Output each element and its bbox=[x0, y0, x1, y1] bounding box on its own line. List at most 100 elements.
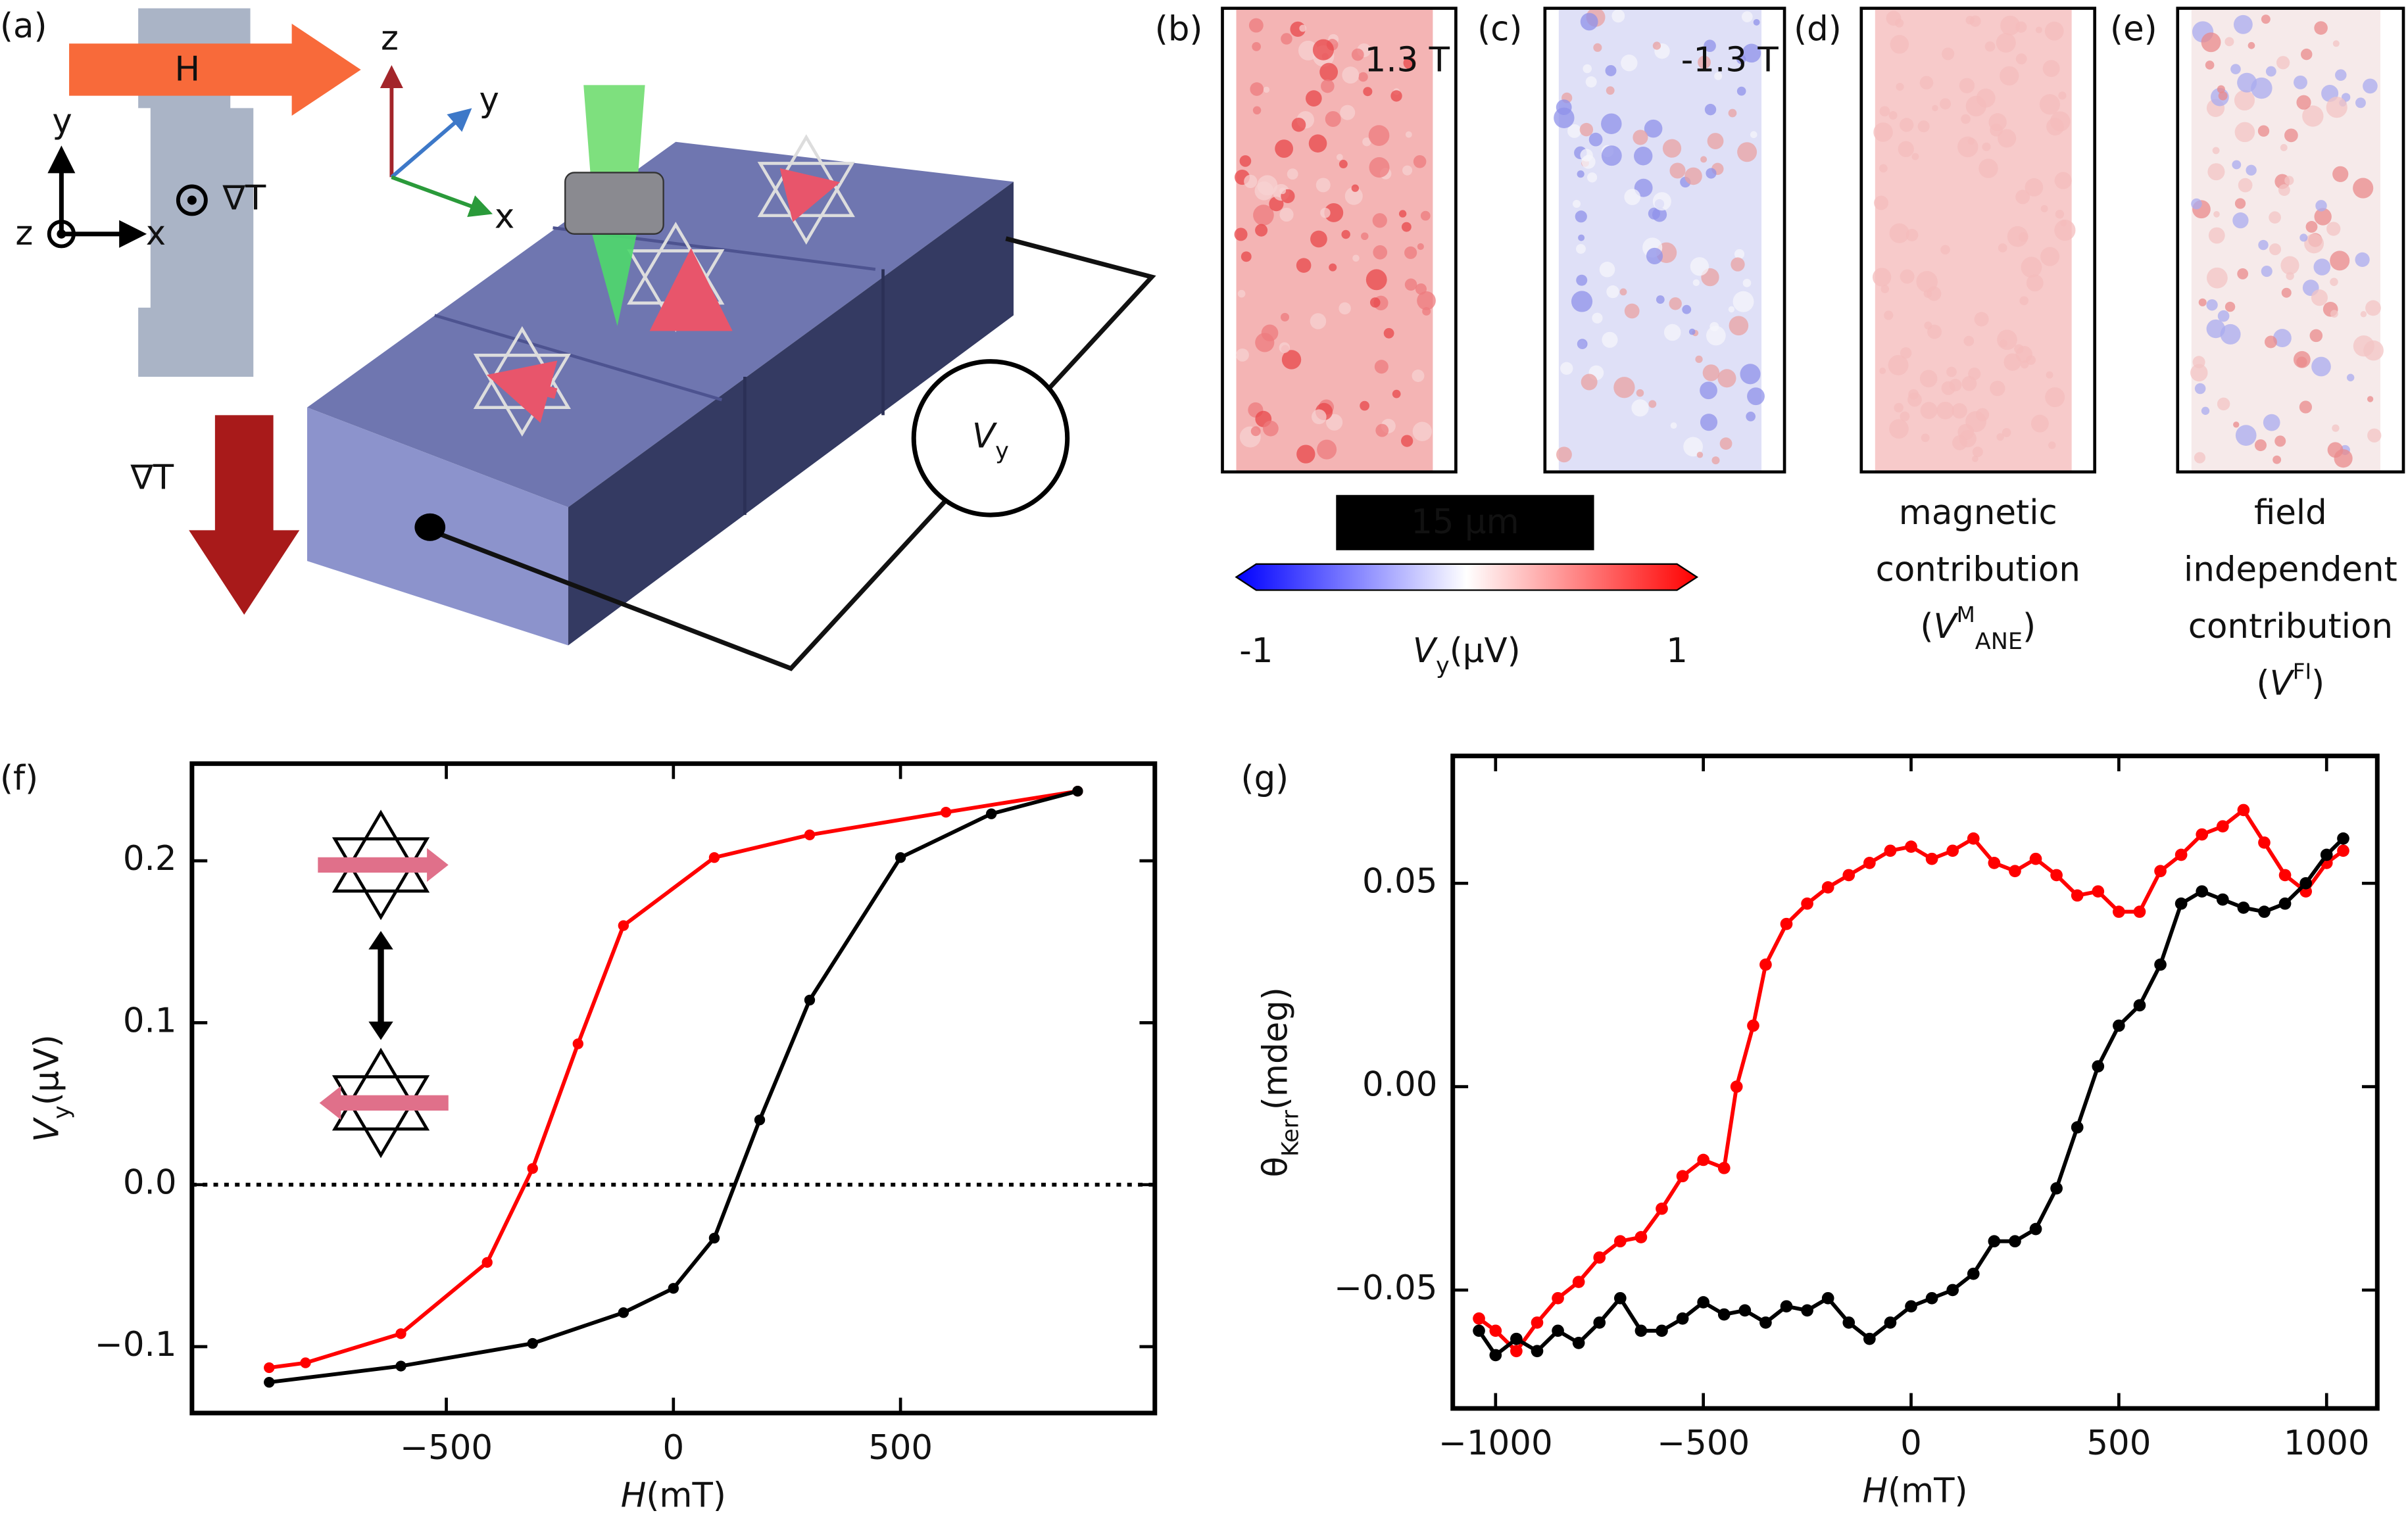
map-spot bbox=[2234, 122, 2255, 143]
map-spot bbox=[2230, 64, 2241, 74]
map-spot bbox=[1732, 291, 1754, 312]
data-point bbox=[1821, 1291, 1834, 1305]
text-part: ) bbox=[2311, 663, 2324, 703]
map-spot bbox=[1255, 333, 1275, 352]
map-spot bbox=[1700, 381, 1717, 400]
map-spot bbox=[2190, 364, 2208, 382]
map-spot bbox=[1728, 306, 1735, 313]
data-point bbox=[527, 1163, 538, 1174]
x-tick-label: −500 bbox=[400, 1428, 493, 1468]
map-spot bbox=[1919, 370, 1938, 388]
map-spot bbox=[1874, 195, 1889, 210]
map-spot bbox=[2026, 274, 2044, 292]
map-spot bbox=[1601, 113, 1622, 134]
map-spot bbox=[1900, 411, 1910, 421]
map-spot bbox=[2273, 329, 2292, 348]
text-part: V bbox=[2270, 663, 2296, 703]
map-spot bbox=[1611, 9, 1625, 23]
map-spot bbox=[2301, 48, 2313, 60]
map-spot bbox=[1974, 312, 1989, 327]
map-spot bbox=[2315, 200, 2327, 212]
data-point bbox=[2337, 844, 2349, 857]
map-spot bbox=[1296, 445, 1315, 464]
map-spot bbox=[1413, 155, 1427, 168]
map-spot bbox=[1879, 164, 1888, 173]
map-spot bbox=[2332, 40, 2340, 47]
data-point bbox=[2113, 905, 2125, 918]
x-tick-label: 1000 bbox=[2284, 1424, 2370, 1463]
map-spot bbox=[1281, 350, 1302, 370]
data-point bbox=[2196, 828, 2209, 841]
scale-bar bbox=[1336, 494, 1594, 550]
map-spot bbox=[1420, 210, 1431, 221]
map-spot bbox=[1990, 381, 2005, 397]
map-spot bbox=[1648, 207, 1660, 220]
data-point bbox=[264, 1362, 275, 1374]
map-spot bbox=[1975, 408, 1990, 421]
map-spot bbox=[1360, 400, 1369, 411]
data-point bbox=[2071, 889, 2084, 902]
data-point bbox=[2216, 893, 2229, 906]
scale-bar-label: 15 μm bbox=[1411, 502, 1519, 542]
map-spot bbox=[1736, 86, 1746, 96]
data-point bbox=[1759, 1316, 1772, 1329]
data-point bbox=[708, 852, 720, 863]
data-point bbox=[1593, 1316, 1606, 1329]
text-part: M bbox=[1957, 602, 1975, 627]
map-spot bbox=[1700, 156, 1708, 163]
text-part: Kerr bbox=[1277, 1109, 1304, 1157]
map-spot bbox=[2206, 299, 2218, 311]
map-spot bbox=[2007, 226, 2028, 247]
map-spot bbox=[2060, 220, 2067, 227]
map-spot bbox=[2234, 198, 2246, 209]
text-part: ( bbox=[2257, 663, 2270, 703]
data-point bbox=[395, 1360, 406, 1372]
map-spot bbox=[1308, 134, 1327, 153]
series-line bbox=[1477, 807, 2345, 1355]
map-spot bbox=[2191, 198, 2202, 210]
data-point bbox=[1552, 1291, 1564, 1305]
map-spot bbox=[2346, 373, 2355, 381]
map-spot bbox=[1670, 422, 1677, 429]
map-spot bbox=[2046, 371, 2053, 379]
map-spot bbox=[1576, 274, 1588, 286]
data-point bbox=[986, 808, 997, 819]
map-spot bbox=[2363, 78, 2378, 94]
map-spot bbox=[2208, 227, 2225, 244]
caption-formula: (VFI) bbox=[2257, 659, 2325, 703]
map-spot bbox=[1291, 117, 1306, 132]
map-spot bbox=[2205, 60, 2215, 70]
panel-label: (c) bbox=[1477, 10, 1522, 49]
map-spot bbox=[1888, 111, 1898, 120]
axis-name: x bbox=[495, 197, 514, 236]
map-spot bbox=[1690, 257, 1709, 276]
map-spot bbox=[2276, 56, 2290, 70]
map-spot bbox=[1652, 41, 1661, 50]
text-part: y bbox=[1436, 652, 1450, 679]
x-tick-label: 500 bbox=[2086, 1424, 2151, 1463]
map-spot bbox=[1634, 147, 1653, 166]
map-spot bbox=[2313, 258, 2331, 276]
map-spot bbox=[1383, 327, 1394, 339]
map-spot bbox=[1734, 249, 1745, 260]
data-point bbox=[2029, 1222, 2042, 1236]
data-point bbox=[2175, 848, 2188, 861]
map-spot bbox=[1403, 57, 1416, 70]
map-spot bbox=[1405, 131, 1412, 138]
map-spot bbox=[1299, 24, 1307, 32]
map-spot bbox=[1361, 232, 1369, 241]
data-point bbox=[2113, 1019, 2125, 1032]
map-spot bbox=[2254, 439, 2267, 452]
map-spot bbox=[1648, 400, 1657, 408]
data-point bbox=[1676, 1170, 1689, 1183]
map-spot bbox=[1889, 223, 1909, 243]
map-spot bbox=[2015, 53, 2027, 64]
map-spot bbox=[1961, 375, 1977, 391]
map-spot bbox=[1365, 269, 1387, 291]
map-spot bbox=[1879, 106, 1890, 117]
map-spot bbox=[1982, 142, 1991, 151]
map-spot bbox=[2269, 211, 2281, 224]
panel-label: (a) bbox=[0, 7, 47, 46]
map-spot bbox=[2334, 449, 2353, 468]
data-point bbox=[2175, 897, 2188, 910]
